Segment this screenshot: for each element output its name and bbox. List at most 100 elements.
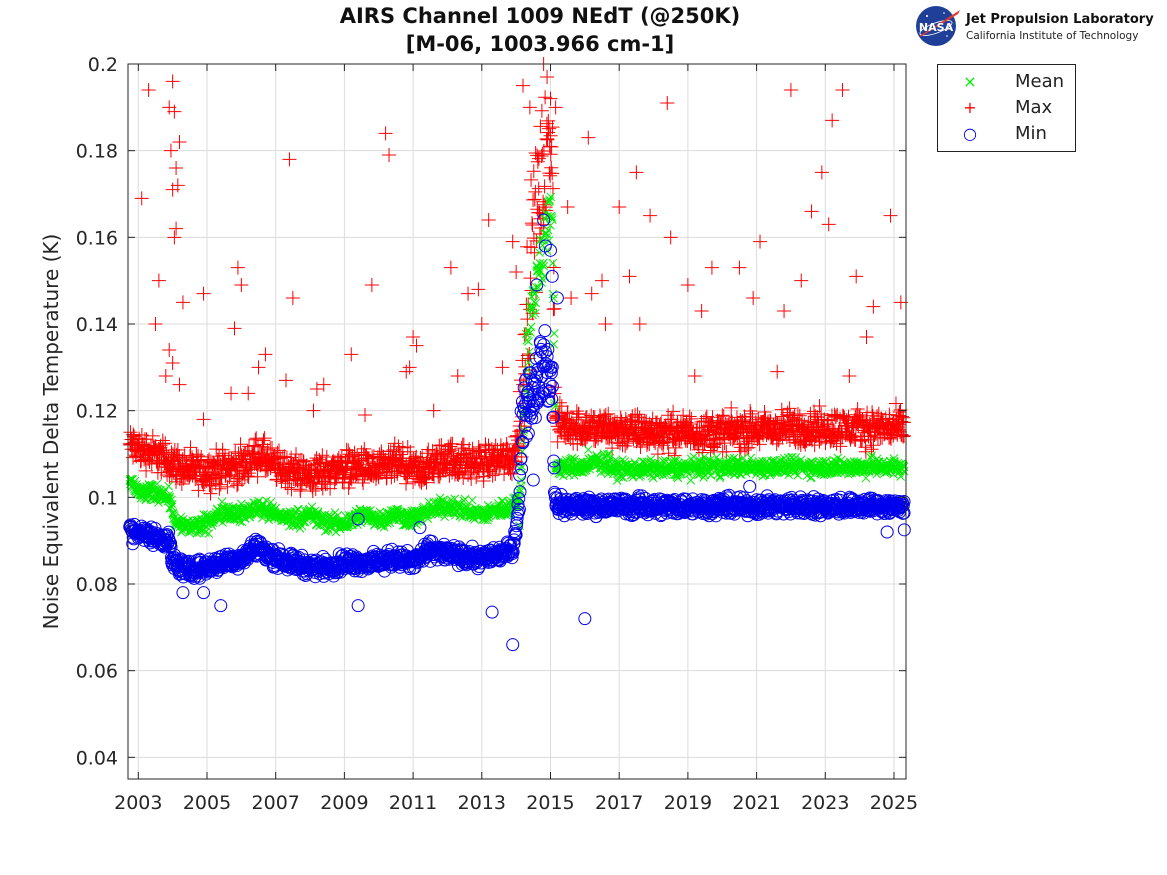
max-point — [584, 286, 599, 301]
max-point — [794, 273, 809, 288]
mean-point — [235, 517, 245, 526]
max-point — [445, 436, 460, 451]
max-point — [257, 431, 272, 446]
max-point — [814, 165, 829, 180]
max-point — [169, 221, 184, 236]
max-point — [321, 468, 336, 483]
max-point — [134, 191, 149, 206]
max-point — [167, 104, 182, 119]
max-point — [797, 417, 812, 432]
max-point — [598, 317, 613, 331]
mean-point — [545, 195, 554, 204]
max-point — [542, 121, 557, 136]
max-point — [743, 406, 758, 421]
max-point — [162, 343, 177, 357]
max-point — [821, 217, 836, 232]
max-point — [528, 145, 543, 160]
max-point — [255, 439, 270, 454]
max-point — [450, 369, 465, 383]
min-point — [513, 468, 527, 482]
max-point — [571, 406, 586, 421]
max-point — [175, 295, 190, 310]
max-point — [387, 436, 402, 451]
max-point — [716, 409, 731, 424]
max-point — [241, 466, 256, 481]
max-point — [141, 83, 156, 97]
max-point — [622, 269, 637, 284]
max-point — [309, 382, 324, 396]
max-point — [564, 291, 579, 305]
max-point — [668, 440, 683, 455]
max-point — [250, 469, 265, 484]
max-point — [444, 443, 459, 458]
max-point — [684, 411, 699, 426]
max-point — [746, 291, 761, 305]
max-point — [215, 446, 230, 461]
max-point — [581, 130, 596, 145]
mean-point — [217, 497, 227, 507]
max-point — [139, 463, 154, 478]
max-point — [844, 428, 859, 443]
mean-point — [899, 466, 909, 476]
max-point — [569, 404, 584, 419]
max-point — [426, 403, 441, 418]
max-point — [358, 408, 373, 422]
mean-point — [207, 521, 217, 530]
max-point — [382, 148, 397, 162]
max-point — [597, 409, 612, 424]
max-point — [374, 447, 389, 462]
max-point — [636, 415, 651, 430]
max-point — [544, 160, 559, 175]
max-point — [740, 441, 755, 456]
max-point — [224, 386, 239, 401]
max-point — [629, 165, 644, 180]
max-point — [443, 439, 458, 454]
max-point — [897, 428, 912, 443]
mean-point — [548, 258, 558, 268]
max-point — [509, 265, 524, 279]
max-point — [218, 448, 233, 463]
max-point — [503, 465, 518, 480]
max-point — [732, 260, 747, 275]
max-point — [757, 404, 772, 419]
max-point — [663, 230, 678, 245]
mean-point — [715, 473, 725, 483]
max-point — [849, 269, 864, 284]
max-point — [485, 468, 500, 483]
max-point — [356, 476, 371, 491]
mean-point — [204, 529, 214, 539]
max-point — [415, 472, 430, 487]
max-point — [560, 200, 575, 214]
max-point — [212, 481, 227, 496]
max-point — [165, 74, 180, 89]
max-point — [402, 360, 417, 375]
max-point — [612, 200, 627, 214]
max-point — [505, 234, 520, 249]
nasa-badge-text: NASA — [919, 21, 954, 34]
max-point — [378, 126, 393, 141]
max-point — [344, 347, 359, 362]
series-mean — [125, 192, 909, 539]
max-point — [545, 166, 560, 181]
max-point — [664, 412, 679, 427]
max-point — [196, 412, 211, 427]
max-point — [316, 377, 331, 392]
max-point — [543, 128, 558, 143]
max-point — [282, 152, 297, 167]
max-point — [858, 444, 873, 459]
mean-point — [196, 525, 206, 535]
max-point — [883, 208, 898, 223]
max-point — [471, 282, 486, 297]
chart-title: AIRS Channel 1009 NEdT (@250K) [M-06, 10… — [230, 2, 850, 58]
max-point — [170, 442, 185, 457]
chart-title-line1: AIRS Channel 1009 NEdT (@250K) — [339, 4, 741, 28]
max-point — [715, 408, 730, 423]
max-point — [432, 438, 447, 453]
max-point — [543, 168, 558, 183]
max-point — [165, 356, 180, 370]
max-point — [548, 100, 563, 115]
max-point — [399, 364, 414, 379]
max-point — [704, 260, 719, 275]
mean-point — [165, 492, 175, 502]
max-point — [605, 441, 620, 456]
